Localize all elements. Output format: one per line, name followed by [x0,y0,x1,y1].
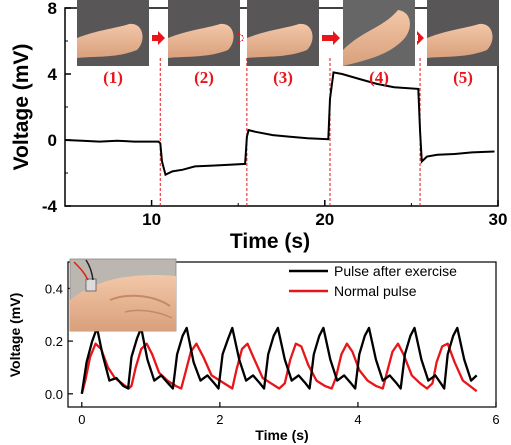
bottom-plot-frame [67,261,497,408]
sequence-arrow-icon [322,31,340,45]
top-y-axis-title: Voltage (mV) [10,44,33,171]
bottom-x-axis-title: Time (s) [255,427,308,443]
bottom-x-axis: 0 2 4 6 [78,402,500,427]
top-x-axis: 10 20 30 [64,200,508,229]
bottom-x-tick-label: 6 [492,412,499,427]
sensor-wire-icon [73,261,89,281]
bottom-x-tick-label: 2 [216,412,223,427]
top-series-group [64,71,495,177]
gesture-photos [77,0,499,66]
sequence-arrow-icon [152,31,165,45]
legend-label-exercise: Pulse after exercise [334,263,457,279]
bottom-y-axis: 0.0 0.2 0.4 [45,281,73,402]
bottom-y-tick-label: 0.4 [45,281,63,296]
series-line-normal-pulse [80,342,478,395]
bottom-series-group [80,326,478,395]
top-y-tick-label: -4 [42,197,58,216]
top-y-axis: -4 0 4 8 [42,0,71,216]
step-label: (1) [103,68,123,87]
bottom-y-tick-label: 0.0 [45,387,63,402]
gesture-photo [168,0,240,66]
legend-label-normal: Normal pulse [334,283,417,299]
gesture-photo [77,0,149,66]
top-x-tick-label: 10 [142,210,161,229]
step-label: (2) [194,68,214,87]
top-x-tick-label: 30 [489,210,508,229]
sequence-arrows [152,31,424,45]
gesture-photo [427,0,499,66]
top-x-axis-title: Time (s) [230,230,310,253]
wrist-sensor-photo [69,258,177,332]
step-label: (4) [369,68,389,87]
bottom-legend: Pulse after exercise Normal pulse [289,263,457,299]
bottom-y-tick-label: 0.2 [45,334,63,349]
bottom-y-axis-title: Voltage (mV) [7,293,23,378]
series-line-pulse-after-exercise [80,326,478,394]
gesture-photo [247,0,319,66]
bottom-x-tick-label: 0 [78,412,85,427]
top-y-tick-label: 0 [48,131,57,150]
top-y-tick-label: 8 [48,0,57,18]
step-label: (3) [273,68,293,87]
sequence-arrow-icon [237,31,244,45]
gesture-photo [343,0,415,66]
top-series-line [64,71,495,177]
step-label: (5) [453,68,473,87]
sensor-patch [85,278,97,292]
top-chart: -4 0 4 8 10 20 30 (1) (2) (3) (4) (5) Voltage (mV… [10,0,507,253]
bottom-chart: 0.0 0.2 0.4 0 2 4 6 Pulse after exercise Norm… [7,258,500,443]
top-x-tick-label: 20 [315,210,334,229]
bottom-x-tick-label: 4 [354,412,361,427]
step-labels: (1) (2) (3) (4) (5) [103,68,473,87]
sequence-arrow-icon [417,31,424,45]
top-y-tick-label: 4 [48,65,58,84]
